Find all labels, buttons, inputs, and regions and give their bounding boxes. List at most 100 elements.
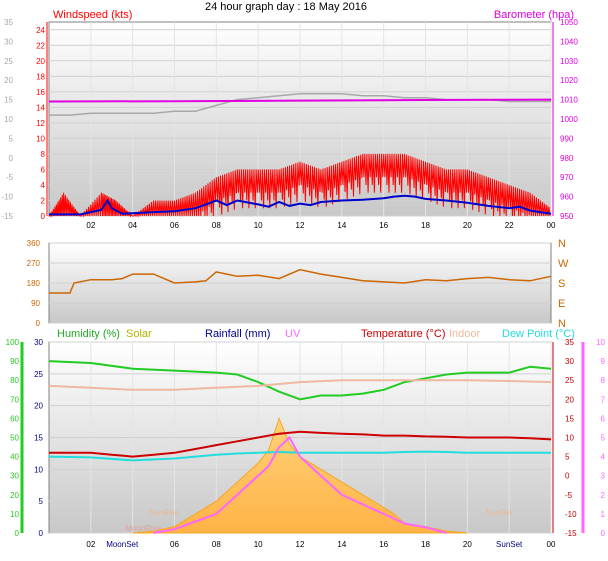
- temperature-x-tick-label: 20: [463, 540, 472, 549]
- annotation-label: SunSet: [486, 508, 513, 517]
- rain-y-tick-label: 25: [34, 370, 43, 379]
- wind-x-tick-label: 12: [296, 221, 305, 230]
- humidity-y-tick-label: 60: [10, 414, 19, 423]
- gray-y-tick-label: 0: [9, 154, 14, 163]
- annotation-label: MoonRise: [125, 524, 162, 533]
- wind-y-tick-label: 22: [36, 41, 45, 50]
- temperature-x-tick-label: 06: [170, 540, 179, 549]
- temperature-x-tick-label: 00: [547, 540, 556, 549]
- baro-y-tick-label: 1000: [560, 115, 578, 124]
- gray-y-tick-label: -15: [1, 212, 13, 221]
- baro-y-tick-label: 1050: [560, 18, 578, 27]
- wind-gust-line: [49, 153, 551, 218]
- temperature-x-tick-label: 08: [212, 540, 221, 549]
- wind-axes: 02468101214161820222435302520151050-5-10…: [1, 18, 578, 230]
- wind-x-tick-label: 16: [379, 221, 388, 230]
- temperature-legend: Temperature (°C): [361, 328, 445, 340]
- uv-line: [153, 435, 447, 534]
- baro-y-tick-label: 1030: [560, 57, 578, 66]
- temp-y-tick-label: 25: [565, 376, 574, 385]
- humidity-y-tick-label: 50: [10, 434, 19, 443]
- wind-y-tick-label: 16: [36, 88, 45, 97]
- uv-y-tick-label: 4: [601, 453, 606, 462]
- baro-y-tick-label: 970: [560, 173, 574, 182]
- rain-y-tick-label: 5: [39, 497, 44, 506]
- uv-y-tick-label: 2: [601, 491, 606, 500]
- rain-y-tick-label: 30: [34, 338, 43, 347]
- temperature-series: [48, 360, 552, 534]
- compass-tick-label: E: [558, 298, 565, 310]
- temperature-x-tick-label: 18: [421, 540, 430, 549]
- gray-y-tick-label: 35: [4, 18, 13, 27]
- temperature-x-tick-label: 10: [254, 540, 263, 549]
- direction-y-tick-label: 360: [27, 239, 41, 248]
- annotation-label: SunSet: [496, 540, 523, 549]
- baro-y-tick-label: 980: [560, 154, 574, 163]
- compass-tick-label: N: [558, 238, 566, 250]
- humidity-legend: Humidity (%): [57, 328, 120, 340]
- humidity-y-tick-label: 100: [6, 338, 20, 347]
- wind-x-tick-label: 04: [128, 221, 137, 230]
- wind-x-tick-label: 14: [337, 221, 346, 230]
- humidity-y-tick-label: 0: [15, 529, 20, 538]
- temp-y-tick-label: -15: [565, 529, 577, 538]
- chart-title: 24 hour graph day : 18 May 2016: [205, 1, 367, 13]
- humidity-y-tick-label: 10: [10, 510, 19, 519]
- baro-y-tick-label: 1020: [560, 76, 578, 85]
- wind-y-tick-label: 2: [41, 196, 46, 205]
- wind-x-tick-label: 02: [86, 221, 95, 230]
- temp-y-tick-label: 20: [565, 395, 574, 404]
- uv-y-tick-label: 6: [601, 414, 606, 423]
- direction-y-tick-label: 180: [27, 279, 41, 288]
- humidity-y-tick-label: 70: [10, 395, 19, 404]
- temp-y-tick-label: -5: [565, 491, 573, 500]
- gray-y-tick-label: -10: [1, 193, 13, 202]
- temperature-x-tick-label: 02: [86, 540, 95, 549]
- humidity-y-tick-label: 40: [10, 453, 19, 462]
- wind-x-tick-label: 10: [254, 221, 263, 230]
- baro-y-tick-label: 1040: [560, 37, 578, 46]
- direction-y-tick-label: 90: [31, 299, 40, 308]
- temperature-line: [49, 430, 552, 458]
- temperature-x-tick-label: 12: [296, 540, 305, 549]
- temperature-x-tick-label: 14: [337, 540, 346, 549]
- temp-y-tick-label: 0: [565, 472, 570, 481]
- uv-y-tick-label: 7: [601, 395, 606, 404]
- uv-y-tick-label: 10: [596, 338, 605, 347]
- humidity-y-tick-label: 20: [10, 491, 19, 500]
- rain-y-tick-label: 0: [39, 529, 44, 538]
- wind-x-tick-label: 06: [170, 221, 179, 230]
- temp-y-tick-label: -10: [565, 510, 577, 519]
- humidity-y-tick-label: 30: [10, 472, 19, 481]
- wind-x-tick-label: 08: [212, 221, 221, 230]
- wind-y-tick-label: 20: [36, 57, 45, 66]
- wind-x-tick-label: 00: [547, 221, 556, 230]
- direction-series: [49, 268, 552, 294]
- rain-legend: Rainfall (mm): [205, 328, 270, 340]
- wind-panel: 02468101214161820222435302520151050-5-10…: [1, 18, 578, 230]
- dewpoint-line: [48, 450, 551, 462]
- wind-y-tick-label: 6: [41, 165, 46, 174]
- wind-y-tick-label: 0: [41, 212, 46, 221]
- humidity-y-tick-label: 90: [10, 357, 19, 366]
- direction-line: [49, 268, 552, 294]
- wind-x-tick-label: 18: [421, 221, 430, 230]
- uv-y-tick-label: 3: [601, 472, 606, 481]
- direction-grid: [49, 242, 551, 324]
- temp-y-tick-label: 30: [565, 357, 574, 366]
- temperature-panel: 0510152025300102030405060708090100-15-10…: [6, 338, 606, 549]
- wind-y-tick-label: 4: [41, 181, 46, 190]
- uv-legend: UV: [285, 328, 301, 340]
- baro-legend: Barometer (hpa): [494, 9, 574, 21]
- temp-y-tick-label: 10: [565, 434, 574, 443]
- baro-y-tick-label: 990: [560, 134, 574, 143]
- temperature-axes: 0510152025300102030405060708090100-15-10…: [6, 338, 606, 549]
- uv-y-tick-label: 8: [601, 376, 606, 385]
- uv-y-tick-label: 9: [601, 357, 606, 366]
- uv-y-tick-label: 5: [601, 434, 606, 443]
- rain-y-tick-label: 10: [34, 465, 43, 474]
- gray-y-tick-label: 20: [4, 76, 13, 85]
- wind-x-tick-label: 22: [505, 221, 514, 230]
